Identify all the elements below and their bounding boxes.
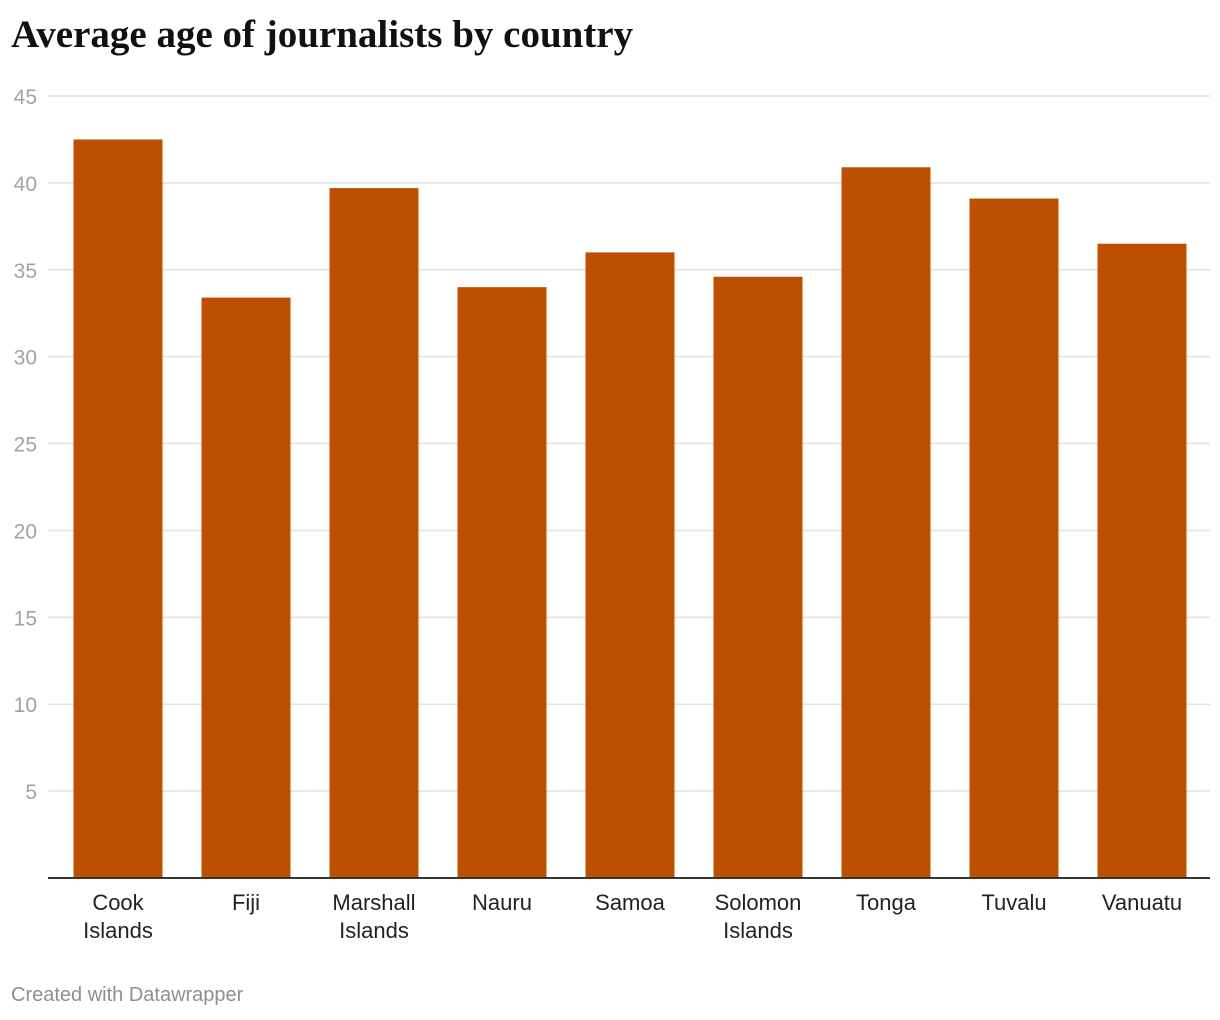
y-tick-label: 5 (25, 781, 37, 804)
category-label: Samoa (595, 890, 665, 915)
y-tick-label: 35 (14, 260, 37, 283)
category-label-line: Solomon (715, 890, 802, 915)
bar (969, 198, 1059, 879)
y-tick-label: 20 (14, 520, 37, 543)
chart-title: Average age of journalists by country (11, 13, 634, 56)
y-tick-label: 45 (14, 86, 37, 109)
category-label-line: Nauru (472, 890, 532, 915)
category-label-line: Cook (92, 890, 144, 915)
category-label-line: Islands (339, 918, 409, 943)
bar (585, 252, 675, 878)
bar (73, 139, 163, 878)
bar (457, 287, 547, 879)
category-label: Tuvalu (981, 890, 1046, 915)
bar (329, 188, 419, 878)
y-tick-label: 15 (14, 607, 37, 630)
y-tick-label: 40 (14, 173, 37, 196)
category-label: Tonga (856, 890, 917, 915)
category-label-line: Vanuatu (1102, 890, 1182, 915)
y-tick-label: 30 (14, 347, 37, 370)
y-tick-label: 25 (14, 434, 37, 457)
bar (841, 167, 931, 878)
category-label-line: Marshall (332, 890, 415, 915)
category-label-line: Tuvalu (981, 890, 1046, 915)
category-label-line: Islands (83, 918, 153, 943)
category-label: Vanuatu (1102, 890, 1182, 915)
category-label: Fiji (232, 890, 260, 915)
y-tick-label: 10 (14, 694, 37, 717)
category-label: Solomon Islands (715, 890, 802, 943)
category-label-line: Samoa (595, 890, 665, 915)
bar (713, 276, 803, 878)
bars (73, 139, 1187, 879)
category-label-line: Islands (723, 918, 793, 943)
category-labels: Cook Islands Fiji Marshall Islands Nauru Samoa… (83, 890, 1182, 943)
category-label-line: Tonga (856, 890, 917, 915)
bar (201, 297, 291, 878)
bar (1097, 243, 1187, 878)
footer-credit: Created with Datawrapper (11, 984, 244, 1006)
category-label: Marshall Islands (332, 890, 415, 943)
category-label: Cook Islands (83, 890, 153, 943)
category-label: Nauru (472, 890, 532, 915)
category-label-line: Fiji (232, 890, 260, 915)
